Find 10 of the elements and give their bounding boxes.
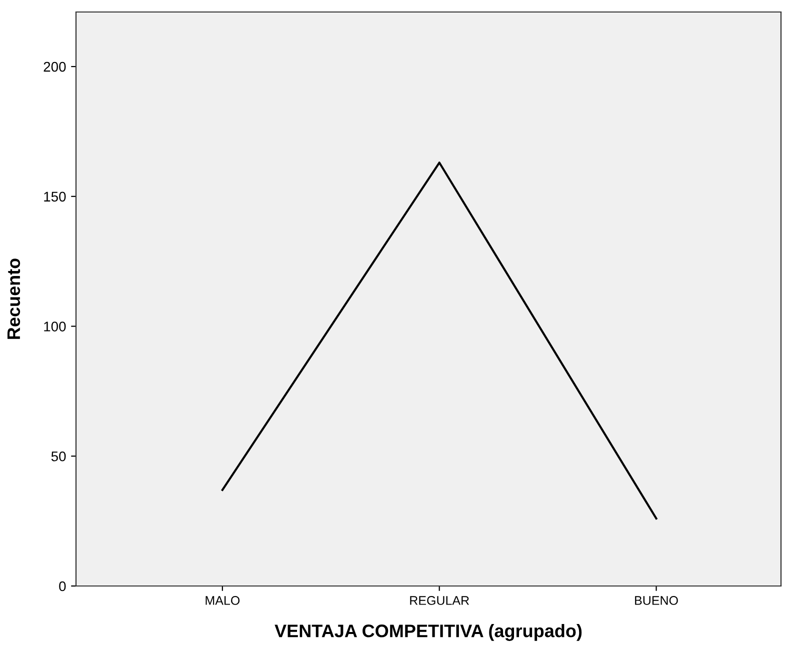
y-tick-label: 50 <box>51 451 66 462</box>
y-tick-label: 200 <box>44 62 66 72</box>
y-tick-label: 100 <box>44 322 66 332</box>
y-tick-label: 0 <box>59 581 66 592</box>
x-tick-label: MALO <box>206 596 240 605</box>
y-tick-label: 150 <box>44 192 66 202</box>
x-tick-label: REGULAR <box>410 596 469 605</box>
y-axis-title: Recuento <box>7 258 20 339</box>
x-axis-title: VENTAJA COMPETITIVA (agrupado) <box>274 624 582 641</box>
x-tick-label: BUENO <box>635 596 678 605</box>
